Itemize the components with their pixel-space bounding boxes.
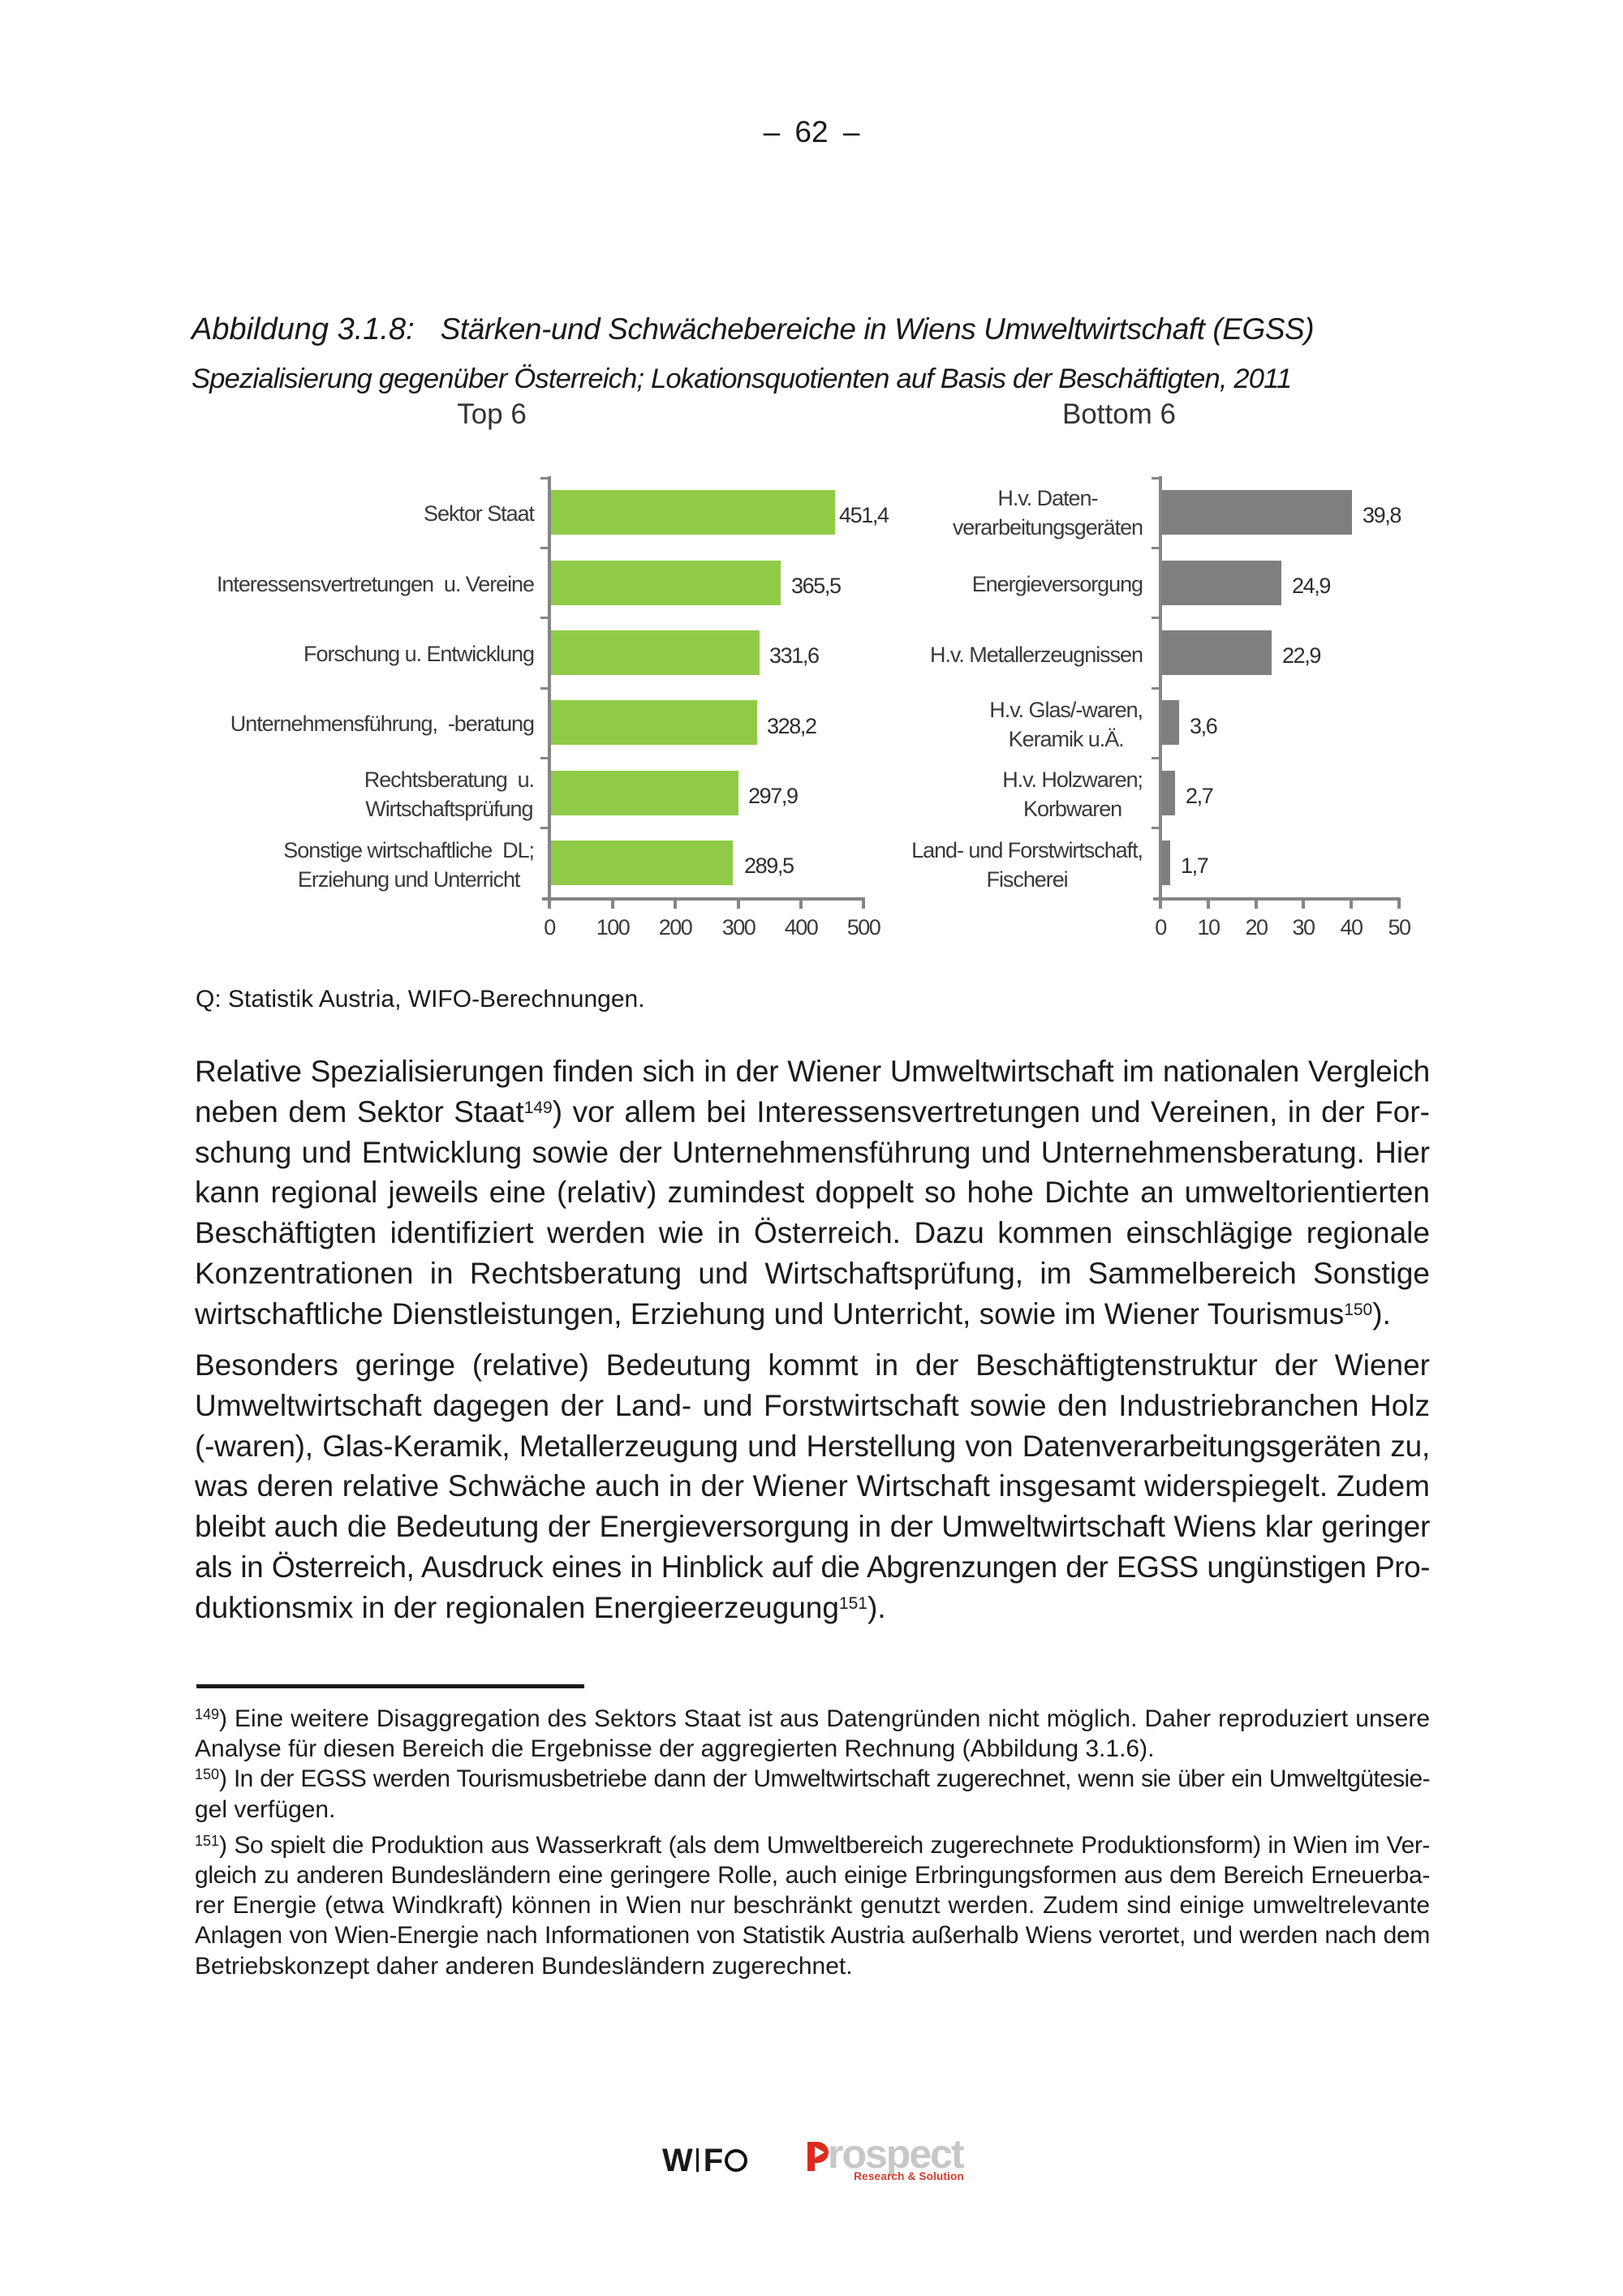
svg-text:Research & Solution: Research & Solution: [854, 2170, 964, 2182]
svg-text:rospect: rospect: [828, 2132, 965, 2177]
